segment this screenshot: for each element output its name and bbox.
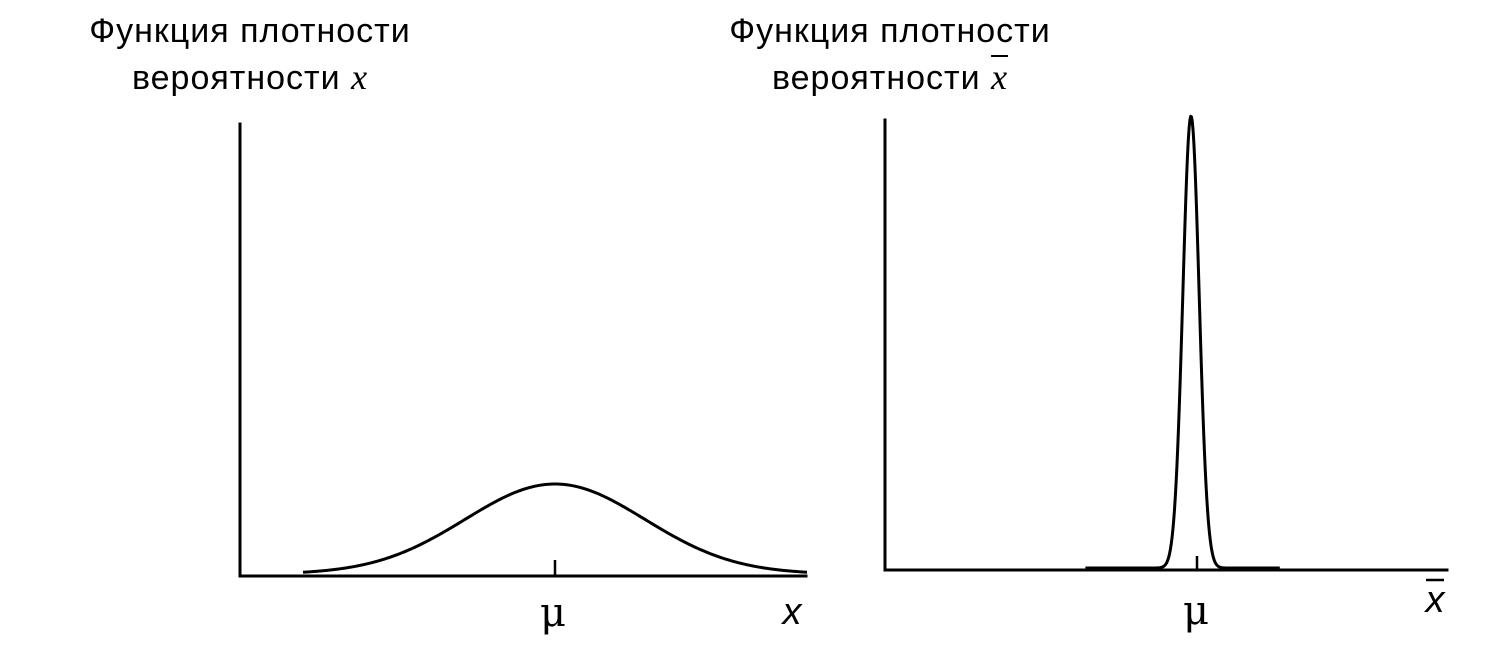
right-series-line	[1084, 114, 1281, 570]
left-x-axis-label: x	[781, 591, 804, 633]
right-title-line1: Функция плотности	[729, 12, 1051, 50]
left-title-word: вероятности	[131, 59, 341, 97]
right-title-variable: x	[991, 57, 1009, 97]
left-mu-tick-label: μ	[540, 590, 566, 636]
right-chart: μ x	[883, 114, 1449, 634]
right-x-axis-label: x	[1424, 579, 1447, 621]
left-chart: μ x	[238, 122, 808, 636]
right-title-line2: вероятности x	[660, 54, 1120, 101]
left-chart-title: Функция плотности вероятности x	[20, 8, 480, 101]
left-title-variable: x	[351, 57, 369, 97]
left-series-line	[302, 482, 808, 574]
right-chart-title: Функция плотности вероятности x	[660, 8, 1120, 101]
right-title-word: вероятности	[771, 59, 981, 97]
left-title-line2: вероятности x	[20, 54, 480, 101]
left-title-line1: Функция плотности	[89, 12, 411, 50]
right-mu-tick-label: μ	[1183, 588, 1209, 634]
